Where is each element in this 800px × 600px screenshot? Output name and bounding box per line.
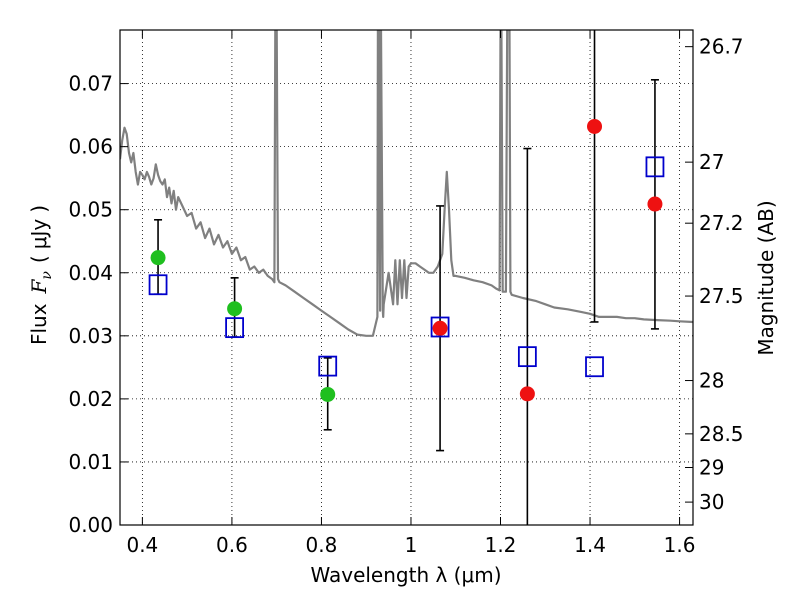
right-tick-label: 30 <box>699 490 724 514</box>
right-axis-label: Magnitude (AB) <box>754 200 778 355</box>
x-tick-label: 1.4 <box>574 533 606 557</box>
marker-group <box>148 118 665 402</box>
y-label-f: F <box>27 278 51 294</box>
y-tick-label: 0.01 <box>68 450 113 474</box>
x-axis-label: Wavelength λ (μm) <box>310 563 501 587</box>
blue-square-point <box>225 317 245 339</box>
model-spectrum-line <box>120 30 693 337</box>
y-label-nu: ν <box>39 271 55 280</box>
axis-ticks <box>120 30 693 526</box>
red-data-point <box>432 320 448 336</box>
blue-square-point <box>318 355 338 377</box>
x-tick-label: 0.6 <box>216 533 248 557</box>
y-tick-label: 0.03 <box>68 324 113 348</box>
right-tick-label: 27.2 <box>699 211 744 235</box>
y-tick-label: 0.06 <box>68 135 113 159</box>
right-tick-label: 27 <box>699 150 724 174</box>
x-tick-label: 1.6 <box>664 533 696 557</box>
y-label-flux: Flux <box>27 303 51 345</box>
blue-square-point <box>585 356 604 378</box>
right-tick-label: 29 <box>699 455 724 479</box>
y-tick-label: 0.04 <box>68 261 113 285</box>
y-axis-label: Flux Fν ( μJy) <box>27 205 55 345</box>
x-tick-label: 1.2 <box>485 533 517 557</box>
green-data-point <box>150 250 166 266</box>
tick-labels: 0.4 0.6 0.8 1 1.2 1.4 1.6 0.00 0.01 0.02 0.03 0.04 0… <box>68 35 743 557</box>
x-tick-label: 0.8 <box>306 533 338 557</box>
y-label-open-paren: ( <box>27 255 51 263</box>
red-data-point <box>647 196 663 212</box>
blue-square-point <box>645 156 665 178</box>
blue-square-point <box>517 346 537 368</box>
right-tick-label: 28 <box>699 369 724 393</box>
x-tick-label: 1 <box>405 533 418 557</box>
grid-lines <box>120 30 693 526</box>
green-data-point <box>227 301 243 317</box>
plot-frame <box>119 29 694 526</box>
y-tick-label: 0.02 <box>68 387 113 411</box>
y-tick-label: 0.05 <box>68 198 113 222</box>
y-tick-label: 0.07 <box>68 72 113 96</box>
model-spectrum-group <box>120 30 693 337</box>
right-tick-label: 26.7 <box>699 35 744 59</box>
y-label-unit: μJy <box>27 219 51 250</box>
y-axis-label-text: Flux Fν ( μJy) <box>27 205 55 345</box>
right-tick-label: 27.5 <box>699 284 744 308</box>
red-data-point <box>587 118 603 134</box>
x-tick-label: 0.4 <box>126 533 158 557</box>
right-tick-label: 28.5 <box>699 422 744 446</box>
green-data-point <box>320 386 336 402</box>
y-tick-label: 0.00 <box>68 513 113 537</box>
blue-square-point <box>148 274 168 296</box>
red-data-point <box>519 386 535 402</box>
blue-square-point <box>430 316 450 338</box>
y-label-close-paren: ) <box>27 205 51 213</box>
